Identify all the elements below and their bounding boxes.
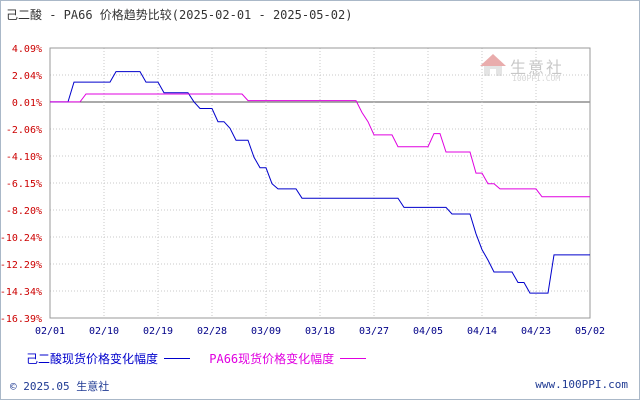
x-tick-label: 02/01 [35, 326, 65, 337]
y-tick-label: -2.06% [6, 125, 42, 136]
series-line-adipic-acid [50, 71, 590, 294]
series-lines [50, 71, 590, 294]
x-tick-label: 02/19 [143, 326, 173, 337]
legend-item-adipic: 己二酸现货价格变化幅度 [26, 350, 191, 367]
y-tick-label: -12.29% [0, 260, 42, 271]
x-tick-label: 04/23 [521, 326, 551, 337]
x-tick-label: 04/14 [467, 326, 497, 337]
plot-area-border [49, 47, 591, 319]
y-axis-ticks: 4.09% 2.04% 0.01% -2.06% -4.10% -6.15% -8.20% -… [0, 44, 42, 325]
x-tick-label: 03/18 [305, 326, 335, 337]
x-tick-label: 04/05 [413, 326, 443, 337]
y-tick-label: 0.01% [12, 98, 42, 109]
legend-item-pa66: PA66现货价格变化幅度 [209, 350, 367, 367]
x-tick-label: 02/10 [89, 326, 119, 337]
legend-label: PA66现货价格变化幅度 [209, 352, 335, 366]
x-tick-label: 02/28 [197, 326, 227, 337]
legend-swatch [340, 358, 367, 359]
x-tick-label: 05/02 [575, 326, 605, 337]
x-tick-label: 03/09 [251, 326, 281, 337]
y-tick-label: -4.10% [6, 152, 42, 163]
gridlines [49, 47, 591, 319]
house-logo-icon [480, 54, 506, 76]
y-tick-label: -16.39% [0, 314, 42, 325]
y-tick-label: 2.04% [12, 71, 42, 82]
y-tick-label: -6.15% [6, 179, 42, 190]
legend-label: 己二酸现货价格变化幅度 [26, 352, 159, 366]
legend: 己二酸现货价格变化幅度 PA66现货价格变化幅度 [26, 350, 378, 367]
x-tick-label: 03/27 [359, 326, 389, 337]
chart-title: 己二酸 - PA66 价格趋势比较(2025-02-01 - 2025-05-0… [6, 8, 353, 22]
y-tick-label: 4.09% [12, 44, 42, 55]
series-line-pa66 [50, 93, 590, 198]
watermark-text: 生意社 [510, 58, 565, 77]
copyright: © 2025.05 生意社 [10, 380, 110, 393]
y-tick-label: -8.20% [6, 206, 42, 217]
y-tick-label: -14.34% [0, 287, 42, 298]
site-link[interactable]: www.100PPI.com [535, 378, 628, 391]
y-tick-label: -10.24% [0, 233, 42, 244]
legend-swatch [164, 358, 191, 359]
x-axis-ticks: 02/01 02/10 02/19 02/28 03/09 03/18 03/27 04/05… [35, 326, 605, 337]
